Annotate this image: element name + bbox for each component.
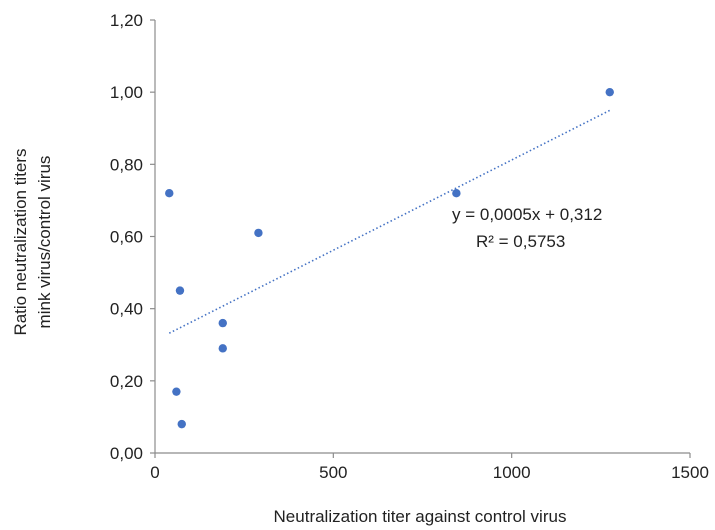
- data-point: [219, 319, 227, 327]
- data-point: [165, 189, 173, 197]
- y-tick-label: 0,20: [110, 372, 143, 391]
- trendline-equation: y = 0,0005x + 0,312: [452, 205, 602, 224]
- x-tick-label: 500: [319, 463, 347, 482]
- data-point: [452, 189, 460, 197]
- x-tick-label: 0: [150, 463, 159, 482]
- x-tick-label: 1500: [671, 463, 709, 482]
- y-tick-label: 0,80: [110, 155, 143, 174]
- ticks: 0,00 0,20 0,40 0,60 0,80 1,00 1,20 0 500 1000 1500: [110, 11, 709, 482]
- y-tick-label: 0,60: [110, 228, 143, 247]
- data-point: [176, 286, 184, 294]
- y-tick-label: 0,00: [110, 444, 143, 463]
- x-tick-label: 1000: [493, 463, 531, 482]
- y-tick-label: 1,20: [110, 11, 143, 30]
- y-axis-title-line-1: Ratio neutralization titers: [11, 148, 30, 335]
- r-squared-label: R² = 0,5753: [476, 232, 565, 251]
- y-tick-label: 1,00: [110, 83, 143, 102]
- axes: [155, 20, 690, 453]
- y-axis-title-line-2: mink virus/control virus: [35, 156, 54, 329]
- data-point: [172, 387, 180, 395]
- data-point: [254, 229, 262, 237]
- data-point: [219, 344, 227, 352]
- data-point: [178, 420, 186, 428]
- x-axis-title: Neutralization titer against control vir…: [274, 507, 567, 526]
- y-tick-label: 0,40: [110, 300, 143, 319]
- data-points: [165, 88, 614, 428]
- data-point: [606, 88, 614, 96]
